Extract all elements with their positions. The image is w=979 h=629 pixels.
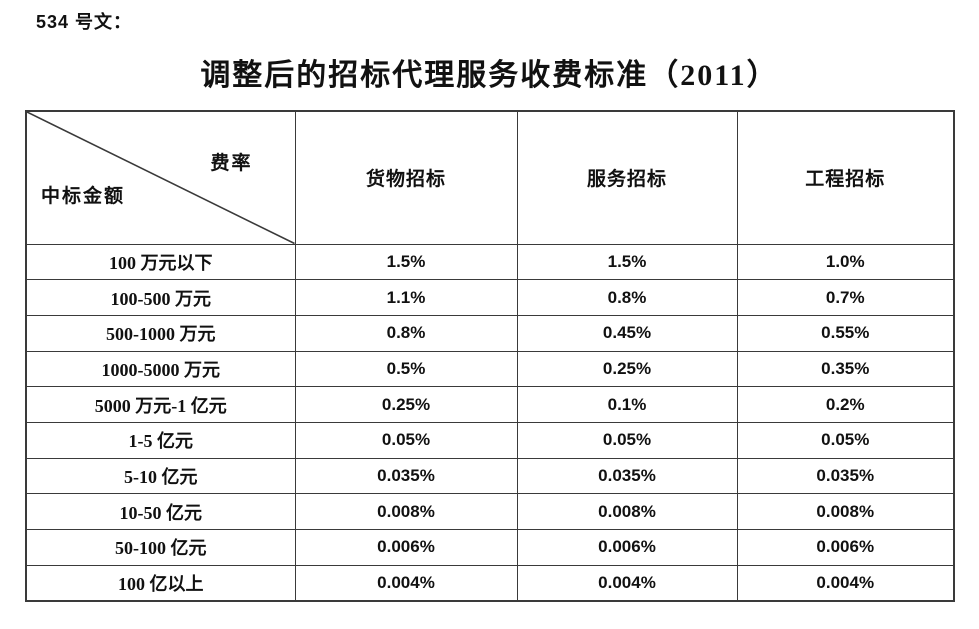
- rate-cell: 0.035%: [516, 457, 738, 495]
- rate-cell: 0.35%: [736, 350, 955, 388]
- table-row: 10-50 亿元 0.008% 0.008% 0.008%: [25, 493, 955, 530]
- row-label-cell: 100 万元以下: [25, 243, 296, 281]
- rate-cell: 0.035%: [294, 457, 518, 495]
- rate-cell: 0.45%: [516, 314, 738, 352]
- rate-cell: 0.006%: [736, 529, 955, 566]
- table-row: 500-1000 万元 0.8% 0.45% 0.55%: [25, 314, 955, 352]
- table-row: 100 万元以下 1.5% 1.5% 1.0%: [25, 243, 955, 281]
- rate-cell: 0.05%: [736, 421, 955, 459]
- table-row: 5-10 亿元 0.035% 0.035% 0.035%: [25, 457, 955, 495]
- column-header-goods: 货物招标: [294, 110, 518, 245]
- rate-cell: 0.004%: [294, 564, 518, 602]
- table-row: 50-100 亿元 0.006% 0.006% 0.006%: [25, 529, 955, 566]
- rate-cell: 1.0%: [736, 243, 955, 281]
- row-label-cell: 5-10 亿元: [25, 457, 296, 495]
- corner-label-fee-rate: 费率: [210, 153, 253, 174]
- rate-cell: 1.5%: [516, 243, 738, 281]
- rate-cell: 0.2%: [736, 386, 955, 423]
- rate-cell: 0.8%: [294, 314, 518, 352]
- corner-header-cell: 费率 中标金额: [25, 110, 296, 245]
- row-label-cell: 1-5 亿元: [25, 421, 296, 459]
- rate-cell: 1.1%: [294, 279, 518, 316]
- row-label-cell: 50-100 亿元: [25, 529, 296, 566]
- rate-cell: 0.7%: [736, 279, 955, 316]
- rate-cell: 0.05%: [294, 421, 518, 459]
- doc-number-label: 534 号文：: [36, 12, 133, 32]
- rate-cell: 0.035%: [736, 457, 955, 495]
- column-header-services: 服务招标: [516, 110, 738, 245]
- rate-cell: 0.55%: [736, 314, 955, 352]
- rate-cell: 0.004%: [736, 564, 955, 602]
- table-row: 1-5 亿元 0.05% 0.05% 0.05%: [25, 421, 955, 459]
- row-label-cell: 500-1000 万元: [25, 314, 296, 352]
- corner-label-bid-amount: 中标金额: [41, 185, 126, 207]
- rate-cell: 0.008%: [736, 493, 955, 530]
- header-row: 费率 中标金额 货物招标 服务招标 工程招标: [25, 110, 955, 245]
- fee-rate-table: 费率 中标金额 货物招标 服务招标 工程招标 100 万元以下 1.5% 1.5…: [25, 110, 955, 602]
- row-label-cell: 1000-5000 万元: [25, 350, 296, 388]
- rate-cell: 0.25%: [294, 386, 518, 423]
- rate-cell: 0.8%: [516, 279, 738, 316]
- rate-cell: 0.006%: [294, 529, 518, 566]
- column-header-engineering: 工程招标: [736, 110, 955, 245]
- rate-cell: 0.006%: [516, 529, 738, 566]
- table-row: 1000-5000 万元 0.5% 0.25% 0.35%: [25, 350, 955, 388]
- diagonal-line: [27, 112, 295, 244]
- rate-cell: 0.008%: [294, 493, 518, 530]
- table-row: 5000 万元-1 亿元 0.25% 0.1% 0.2%: [25, 386, 955, 423]
- rate-cell: 1.5%: [294, 243, 518, 281]
- row-label-cell: 100-500 万元: [25, 279, 296, 316]
- row-label-cell: 5000 万元-1 亿元: [25, 386, 296, 423]
- rate-cell: 0.1%: [516, 386, 738, 423]
- rate-cell: 0.05%: [516, 421, 738, 459]
- page-title: 调整后的招标代理服务收费标准（2011）: [200, 59, 779, 92]
- rate-cell: 0.008%: [516, 493, 738, 530]
- rate-cell: 0.004%: [516, 564, 738, 602]
- table-row: 100 亿以上 0.004% 0.004% 0.004%: [25, 564, 955, 602]
- rate-cell: 0.25%: [516, 350, 738, 388]
- rate-cell: 0.5%: [294, 350, 518, 388]
- row-label-cell: 10-50 亿元: [25, 493, 296, 530]
- row-label-cell: 100 亿以上: [25, 564, 296, 602]
- table-row: 100-500 万元 1.1% 0.8% 0.7%: [25, 279, 955, 316]
